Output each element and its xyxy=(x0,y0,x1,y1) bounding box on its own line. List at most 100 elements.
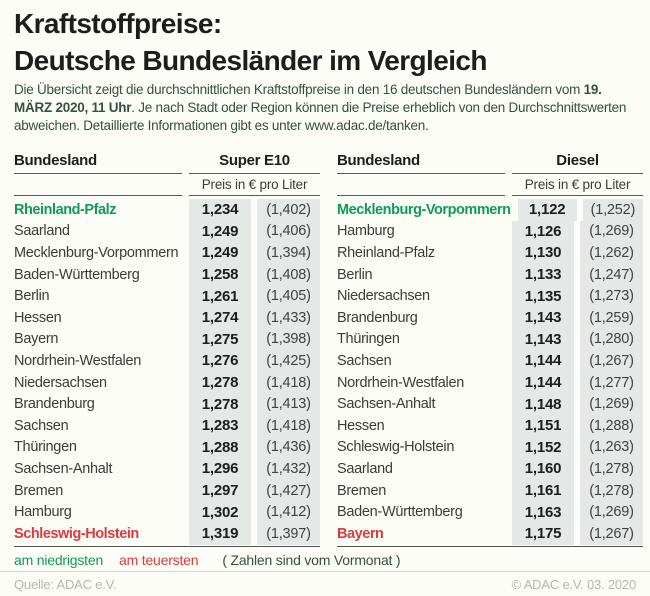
state-name: Hamburg xyxy=(14,504,72,521)
current-price: 1,278 xyxy=(189,393,251,415)
previous-month-price: (1,269) xyxy=(580,501,643,523)
intro-text-end: . Je nach Stadt oder Region können die P… xyxy=(14,100,627,133)
source-label: Quelle: ADAC e.V. xyxy=(14,577,117,592)
current-price: 1,152 xyxy=(512,436,574,459)
table-row: Hessen 1,151 (1,288) xyxy=(337,414,643,437)
current-price: 1,283 xyxy=(189,414,251,437)
intro-paragraph: Die Übersicht zeigt die durchschnittlich… xyxy=(14,81,642,135)
table-row: Nordrhein-Westfalen 1,144 (1,277) xyxy=(337,371,643,394)
table-row: Mecklenburg-Vorpommern 1,249 (1,394) xyxy=(14,242,320,264)
previous-month-price: (1,402) xyxy=(257,199,320,221)
table-row: Hamburg 1,302 (1,412) xyxy=(14,501,320,523)
current-price: 1,274 xyxy=(189,306,251,329)
table-row: Berlin 1,133 (1,247) xyxy=(337,263,643,286)
column-header-state: Bundesland xyxy=(337,152,505,174)
table-row: Sachsen 1,144 (1,267) xyxy=(337,350,643,372)
state-name: Berlin xyxy=(337,266,373,283)
column-subheader-unit: Preis in € pro Liter xyxy=(189,177,320,196)
previous-month-price: (1,277) xyxy=(580,371,643,394)
current-price: 1,148 xyxy=(512,393,574,415)
state-name: Bremen xyxy=(14,482,63,499)
current-price: 1,175 xyxy=(512,522,574,545)
state-name: Nordrhein-Westfalen xyxy=(14,352,142,369)
previous-month-price: (1,278) xyxy=(580,479,643,502)
state-name: Saarland xyxy=(14,223,70,240)
previous-month-price: (1,278) xyxy=(580,458,643,480)
intro-text-start: Die Übersicht zeigt die durchschnittlich… xyxy=(14,82,584,97)
state-name: Bayern xyxy=(337,525,384,542)
state-name: Baden-Württemberg xyxy=(337,504,463,521)
current-price: 1,143 xyxy=(512,328,574,351)
previous-month-price: (1,269) xyxy=(580,220,643,243)
current-price: 1,249 xyxy=(189,220,251,243)
current-price: 1,133 xyxy=(512,263,574,286)
state-name: Sachsen xyxy=(337,352,392,369)
state-name: Bremen xyxy=(337,482,386,499)
table-row: Niedersachsen 1,278 (1,418) xyxy=(14,371,320,394)
previous-month-price: (1,247) xyxy=(580,263,643,286)
previous-month-price: (1,394) xyxy=(257,242,320,264)
current-price: 1,144 xyxy=(512,350,574,372)
previous-month-price: (1,273) xyxy=(580,285,643,307)
table-row: Schleswig-Holstein 1,319 (1,397) xyxy=(14,522,320,545)
previous-month-price: (1,418) xyxy=(257,414,320,437)
table-row: Niedersachsen 1,135 (1,273) xyxy=(337,285,643,307)
subheader-spacer xyxy=(337,174,505,196)
state-name: Hessen xyxy=(337,417,385,434)
table-row: Schleswig-Holstein 1,152 (1,263) xyxy=(337,436,643,459)
state-name: Sachsen xyxy=(14,417,69,434)
current-price: 1,122 xyxy=(517,199,577,221)
current-price: 1,319 xyxy=(189,522,251,545)
table-row: Thüringen 1,143 (1,280) xyxy=(337,328,643,351)
previous-month-price: (1,413) xyxy=(257,393,320,415)
current-price: 1,234 xyxy=(189,199,251,221)
table-body: Mecklenburg-Vorpommern 1,122 (1,252) Hambur… xyxy=(337,199,643,547)
previous-month-price: (1,269) xyxy=(580,393,643,415)
table-row: Berlin 1,261 (1,405) xyxy=(14,285,320,307)
current-price: 1,261 xyxy=(189,285,251,307)
page-title-line2: Deutsche Bundesländer im Vergleich xyxy=(14,45,487,76)
previous-month-price: (1,408) xyxy=(257,263,320,286)
previous-month-price: (1,427) xyxy=(257,479,320,502)
table-row: Sachsen 1,283 (1,418) xyxy=(14,414,320,437)
current-price: 1,144 xyxy=(512,371,574,394)
table-row: Hessen 1,274 (1,433) xyxy=(14,306,320,329)
previous-month-price: (1,397) xyxy=(257,522,320,545)
current-price: 1,126 xyxy=(512,220,574,243)
state-name: Schleswig-Holstein xyxy=(337,439,455,456)
current-price: 1,161 xyxy=(512,479,574,502)
current-price: 1,135 xyxy=(512,285,574,307)
current-price: 1,143 xyxy=(512,306,574,329)
table-super-e10: Bundesland Super E10 Preis in € pro Lite… xyxy=(14,152,320,547)
current-price: 1,160 xyxy=(512,458,574,480)
table-row: Bremen 1,161 (1,278) xyxy=(337,479,643,502)
table-row: Baden-Württemberg 1,258 (1,408) xyxy=(14,263,320,286)
previous-month-price: (1,398) xyxy=(257,328,320,351)
table-row: Bremen 1,297 (1,427) xyxy=(14,479,320,502)
column-header-fuel: Super E10 xyxy=(189,152,320,174)
state-name: Saarland xyxy=(337,460,393,477)
current-price: 1,302 xyxy=(189,501,251,523)
previous-month-price: (1,252) xyxy=(582,199,643,221)
previous-month-price: (1,267) xyxy=(580,522,643,545)
state-name: Sachsen-Anhalt xyxy=(337,396,436,413)
previous-month-price: (1,406) xyxy=(257,220,320,243)
previous-month-price: (1,267) xyxy=(580,350,643,372)
current-price: 1,151 xyxy=(512,414,574,437)
legend-note: ( Zahlen sind vom Vormonat ) xyxy=(222,552,401,568)
footer-divider xyxy=(0,571,650,572)
previous-month-price: (1,433) xyxy=(257,306,320,329)
table-row: Sachsen-Anhalt 1,148 (1,269) xyxy=(337,393,643,415)
current-price: 1,275 xyxy=(189,328,251,351)
state-name: Mecklenburg-Vorpommern xyxy=(14,244,179,261)
column-subheader-unit: Preis in € pro Liter xyxy=(512,177,643,196)
current-price: 1,276 xyxy=(189,350,251,372)
state-name: Hamburg xyxy=(337,223,395,240)
table-row: Baden-Württemberg 1,163 (1,269) xyxy=(337,501,643,523)
current-price: 1,278 xyxy=(189,371,251,394)
state-name: Rheinland-Pfalz xyxy=(14,201,117,218)
previous-month-price: (1,259) xyxy=(580,306,643,329)
state-name: Brandenburg xyxy=(14,396,95,413)
table-diesel: Bundesland Diesel Preis in € pro Liter M… xyxy=(337,152,643,547)
table-row: Rheinland-Pfalz 1,130 (1,262) xyxy=(337,242,643,264)
